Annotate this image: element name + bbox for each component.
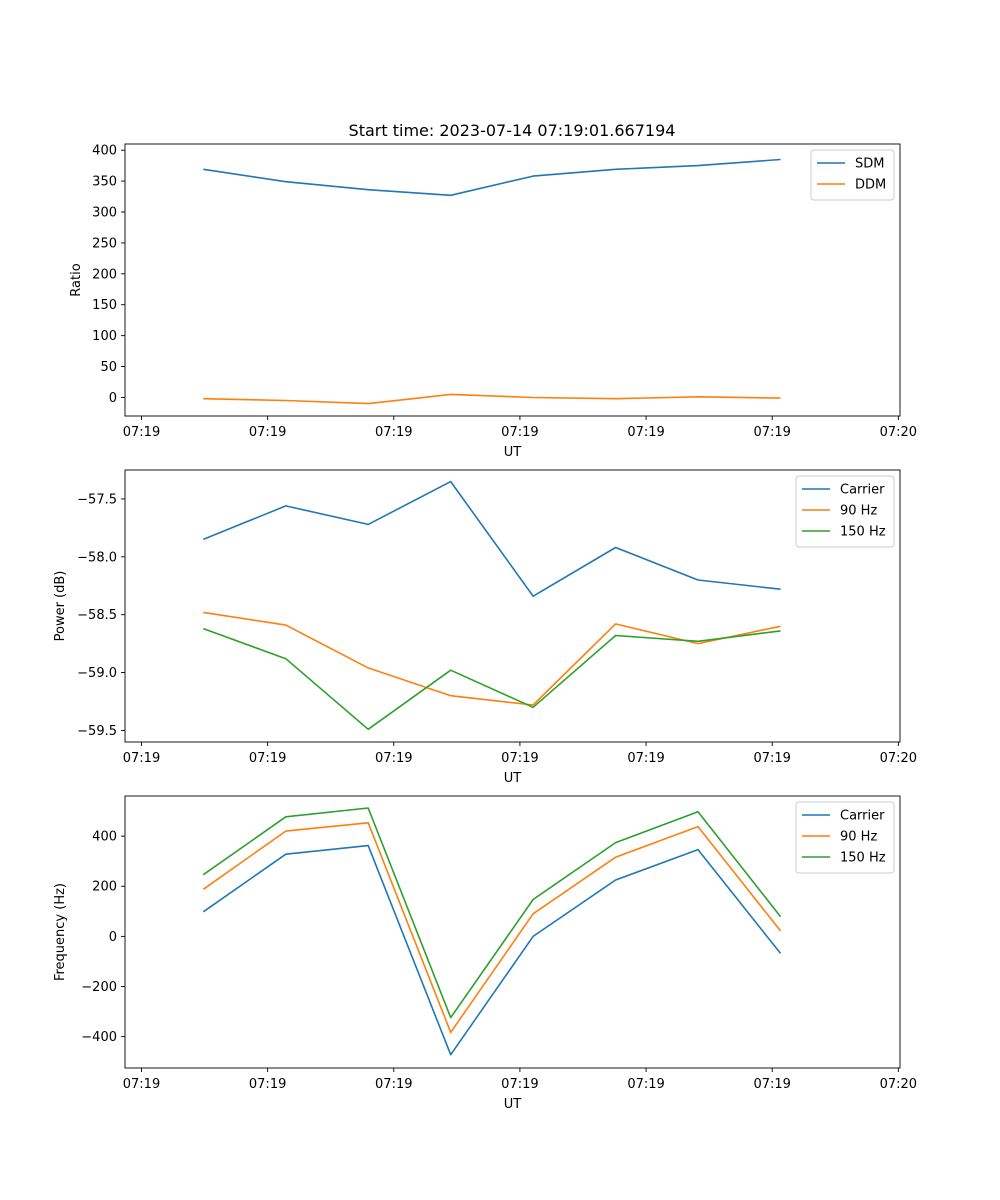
x-tick-label: 07:19 [249,425,286,440]
y-axis-label: Power (dB) [53,571,68,642]
x-tick-label: 07:19 [375,425,412,440]
y-tick-label: 150 [92,298,117,313]
legend: Carrier 90 Hz 150 Hz [795,475,895,548]
panel-2: 07:19 07:19 07:19 07:19 07:19 07:19 07:20 −59.5… [53,469,917,786]
legend-label: 90 Hz [840,830,877,845]
y-tick-label: 50 [100,360,117,375]
x-tick-label: 07:19 [501,425,538,440]
x-tick-label: 07:19 [753,1077,790,1092]
x-tick-label: 07:19 [375,1077,412,1092]
plot-frame [124,795,901,1069]
x-tick-label: 07:20 [880,751,917,766]
x-tick-label: 07:19 [753,751,790,766]
plot-frame [124,143,901,417]
x-axis-label: UT [504,445,522,460]
x-tick-label: 07:19 [249,1077,286,1092]
legend-label: 90 Hz [840,504,877,519]
x-tick-label: 07:19 [249,751,286,766]
x-tick-label: 07:20 [880,425,917,440]
series-line-ddm [203,393,781,405]
panels: 07:19 07:19 07:19 07:19 07:19 07:19 07:20 0 50 10… [53,143,917,1112]
x-tick-label: 07:19 [753,425,790,440]
x-axis-label: UT [504,1097,522,1112]
legend: Carrier 90 Hz 150 Hz [795,801,895,874]
y-axis-label: Frequency (Hz) [53,883,68,981]
y-tick-label: −58.0 [77,550,117,565]
legend-box [795,475,895,548]
series-line-90-hz [202,821,782,1034]
y-tick-label: 200 [92,267,117,282]
y-tick-label: 400 [92,144,117,159]
y-tick-label: 400 [92,830,117,845]
y-tick-label: 0 [109,930,117,945]
x-tick-label: 07:19 [627,425,664,440]
series-line-90-hz [203,611,781,706]
x-tick-label: 07:20 [880,1077,917,1092]
x-tick-label: 07:19 [627,751,664,766]
y-tick-label: 250 [92,236,117,251]
x-tick-label: 07:19 [123,1077,160,1092]
x-tick-label: 07:19 [123,751,160,766]
series-line-carrier [202,844,782,1056]
legend-label: Carrier [840,483,885,498]
y-tick-label: −57.5 [77,492,117,507]
y-tick-label: −400 [81,1030,117,1045]
series-line-150-hz [202,807,782,1019]
x-axis-label: UT [504,771,522,786]
legend-label: 150 Hz [840,851,886,866]
series-line-150-hz [203,627,781,731]
y-tick-label: 100 [92,329,117,344]
legend-label: SDM [855,157,884,172]
plot-frame [124,469,901,743]
series-line-carrier [202,480,781,598]
legend-label: DDM [855,178,886,193]
legend-label: Carrier [840,809,885,824]
series-line-sdm [203,158,781,197]
legend-label: 150 Hz [840,525,886,540]
y-tick-label: 200 [92,880,117,895]
legend: SDM DDM [810,149,895,201]
y-axis-label: Ratio [69,263,84,296]
chart-title: Start time: 2023-07-14 07:19:01.667194 [349,121,676,140]
y-tick-label: −59.0 [77,666,117,681]
y-tick-label: 350 [92,175,117,190]
legend-box [795,801,895,874]
panel-3: 07:19 07:19 07:19 07:19 07:19 07:19 07:20 −400 −… [53,795,917,1112]
x-tick-label: 07:19 [501,1077,538,1092]
x-tick-label: 07:19 [123,425,160,440]
y-tick-label: 300 [92,206,117,221]
y-tick-label: 0 [109,391,117,406]
x-tick-label: 07:19 [627,1077,664,1092]
y-tick-label: −59.5 [77,724,117,739]
x-tick-label: 07:19 [375,751,412,766]
x-tick-label: 07:19 [501,751,538,766]
y-tick-label: −200 [81,980,117,995]
y-tick-label: −58.5 [77,608,117,623]
panel-1: 07:19 07:19 07:19 07:19 07:19 07:19 07:20 0 50 10… [69,143,917,460]
